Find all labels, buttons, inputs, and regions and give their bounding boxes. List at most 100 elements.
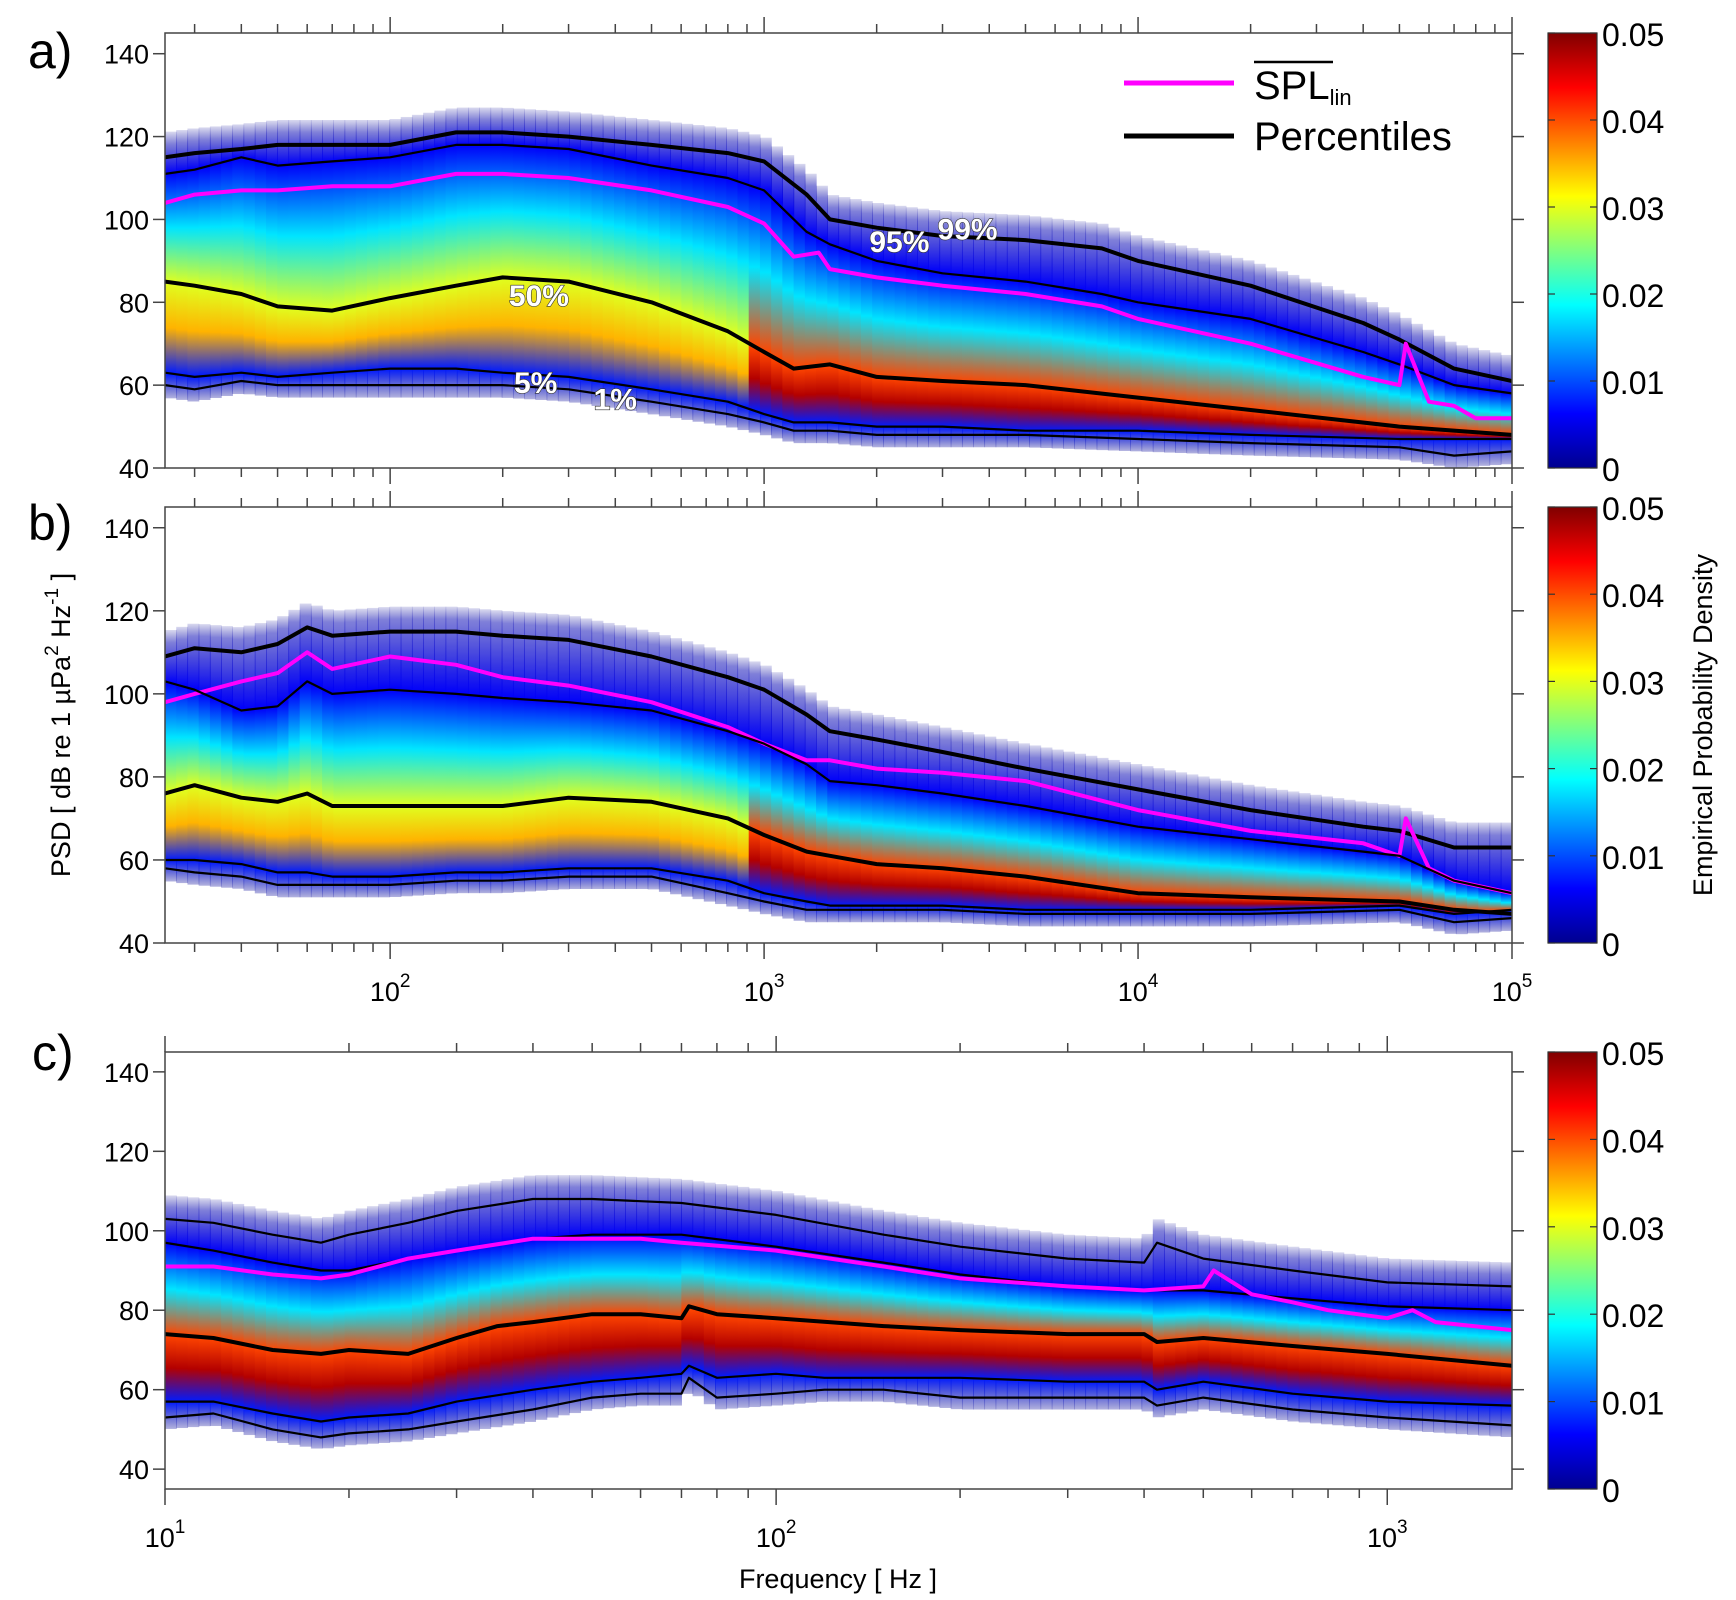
y-tick-label: 60	[119, 371, 149, 401]
density-column	[310, 605, 323, 898]
y-tick-label: 80	[119, 763, 149, 793]
density-column	[1208, 778, 1221, 927]
density-column	[389, 1201, 402, 1443]
density-column	[479, 107, 492, 398]
density-column	[1164, 1223, 1176, 1416]
density-column	[1354, 801, 1367, 924]
density-column	[1298, 793, 1311, 925]
density-column	[973, 1224, 986, 1410]
density-column	[423, 606, 435, 895]
density-column	[1208, 252, 1221, 455]
density-column	[614, 625, 626, 890]
density-column	[1096, 223, 1109, 451]
density-column	[344, 1210, 357, 1446]
y-tick-label: 100	[104, 680, 149, 710]
density-column	[894, 1213, 907, 1404]
percentile-annotation: 95%	[869, 226, 929, 259]
density-column	[894, 719, 907, 923]
density-column	[1074, 753, 1087, 927]
x-tick-label-exp: 1	[175, 1517, 186, 1538]
colorbar-tick-label: 0.03	[1602, 1211, 1664, 1247]
colorbar-tick-label: 0.04	[1602, 578, 1664, 614]
y-tick-label: 40	[119, 929, 149, 959]
density-column	[1298, 1248, 1311, 1423]
density-column	[658, 1178, 671, 1406]
colorbar-tick-label: 0.03	[1602, 191, 1664, 227]
density-column	[209, 625, 222, 887]
percentile-annotation: 99%	[938, 214, 998, 247]
density-column	[816, 185, 828, 444]
density-column	[232, 124, 245, 395]
density-column	[378, 607, 391, 898]
x-tick-label-exp: 2	[400, 971, 411, 992]
density-column	[1276, 789, 1289, 926]
density-column	[1410, 1259, 1423, 1432]
density-column	[456, 107, 469, 398]
density-column	[838, 1203, 851, 1402]
density-column	[411, 1196, 424, 1440]
density-column	[479, 609, 492, 894]
density-column	[1130, 1238, 1143, 1410]
spl-lin-curve	[165, 1236, 1512, 1333]
percentile-curve-95pct	[165, 680, 1512, 895]
density-column	[1500, 354, 1512, 465]
density-column	[726, 129, 739, 428]
density-column	[1006, 741, 1019, 926]
density-column	[939, 211, 952, 448]
density-column	[860, 1207, 873, 1402]
x-tick-label-exp: 4	[1148, 971, 1159, 992]
density-column	[670, 122, 682, 419]
density-column	[715, 650, 727, 905]
density-column	[557, 111, 570, 402]
x-axis-label: Frequency [ Hz ]	[739, 1564, 937, 1594]
density-column	[243, 1206, 256, 1436]
density-column	[827, 195, 840, 444]
density-column	[692, 125, 705, 422]
density-column	[400, 116, 413, 398]
density-column	[512, 1177, 525, 1424]
density-column	[1467, 822, 1479, 934]
colorbar-tick-label: 0.01	[1602, 840, 1664, 876]
density-column	[1197, 250, 1210, 454]
density-column	[1197, 776, 1210, 927]
y-tick-label: 80	[119, 1296, 149, 1326]
density-column	[950, 211, 963, 448]
x-tick-label-base: 10	[145, 1523, 175, 1553]
density-column	[434, 1191, 447, 1437]
density-column	[602, 1175, 615, 1409]
density-column	[1063, 751, 1075, 927]
panel-label-c: c)	[32, 1025, 74, 1081]
density-column	[984, 1226, 997, 1410]
density-column	[759, 1189, 772, 1407]
density-column	[1321, 796, 1333, 925]
density-column	[1107, 227, 1120, 451]
colorbar-tick-label: 0.05	[1602, 1036, 1664, 1072]
y-tick-label: 140	[104, 40, 149, 70]
density-column	[434, 110, 447, 398]
density-column	[322, 1216, 334, 1449]
density-column	[1051, 749, 1064, 927]
density-column	[1265, 267, 1277, 457]
density-column	[299, 603, 312, 898]
density-column	[793, 1195, 806, 1404]
density-column	[804, 173, 817, 444]
density-column	[726, 653, 739, 907]
density-column	[726, 1185, 739, 1409]
density-column	[1096, 1236, 1109, 1410]
density-column	[1152, 1219, 1165, 1418]
density-column	[1489, 352, 1502, 466]
y-tick-label: 120	[104, 597, 149, 627]
density-column	[1085, 222, 1098, 450]
density-column	[1141, 766, 1154, 927]
density-column	[221, 1201, 233, 1430]
y-tick-label: 40	[119, 454, 149, 484]
density-column	[737, 1186, 750, 1408]
density-column	[1455, 345, 1468, 468]
density-column	[288, 120, 301, 398]
density-column	[490, 1180, 503, 1428]
density-column	[1332, 798, 1345, 924]
density-column	[1467, 1261, 1479, 1435]
density-column	[1186, 774, 1199, 927]
x-tick-label-exp: 3	[774, 971, 785, 992]
